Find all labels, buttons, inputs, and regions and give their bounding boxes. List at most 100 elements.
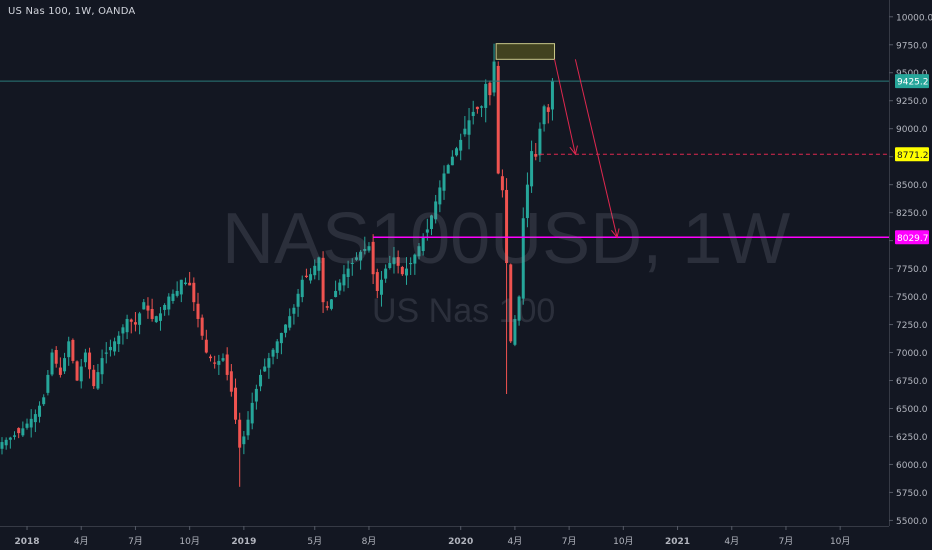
candle-body: [488, 82, 492, 96]
candle-body: [163, 304, 167, 310]
candle-body: [509, 264, 513, 342]
candle-body: [188, 282, 192, 286]
candle-body: [175, 290, 179, 296]
x-tick-label: 4月: [724, 536, 739, 547]
candle-body: [329, 299, 333, 309]
candle-body: [317, 257, 321, 271]
candle-body: [17, 428, 21, 434]
candle-body: [313, 265, 317, 276]
candle-body: [421, 237, 425, 252]
y-tick-label: 6000.0: [896, 461, 928, 471]
candle-body: [325, 306, 329, 308]
candle-body: [367, 246, 371, 251]
time-axis-background: [0, 526, 932, 550]
candle-body: [150, 308, 154, 319]
candle-body: [550, 81, 554, 110]
candle-body: [438, 187, 442, 205]
candle-body: [396, 257, 400, 266]
candle-body: [354, 257, 358, 260]
price-label-box: [895, 147, 929, 162]
x-tick-label: 7月: [779, 536, 794, 547]
candle-body: [346, 268, 350, 278]
x-tick-label: 2019: [231, 537, 256, 547]
arrow-shaft: [574, 59, 618, 238]
candle-body: [75, 361, 79, 381]
x-tick-label: 2020: [448, 537, 473, 547]
candle-body: [209, 356, 212, 359]
candle-body: [225, 354, 229, 375]
candle-body: [284, 324, 288, 333]
x-tick-label: 7月: [128, 536, 143, 547]
candle-body: [33, 414, 37, 423]
candle-body: [500, 176, 504, 191]
candle-body: [288, 316, 292, 328]
candle-body: [83, 352, 87, 363]
candle-body: [459, 139, 463, 151]
arrow-head: [611, 228, 620, 239]
candle-body: [4, 439, 8, 446]
candle-body: [121, 327, 125, 334]
candle-body: [196, 303, 200, 319]
candle-body: [167, 296, 171, 310]
candle-body: [267, 358, 271, 368]
y-tick-label: 9000.0: [896, 125, 928, 135]
candle-body: [108, 346, 112, 351]
candle-body: [129, 319, 133, 322]
candle-body: [321, 257, 325, 303]
candle-body: [42, 397, 46, 405]
candle-body: [404, 268, 408, 276]
candle-body: [279, 332, 283, 344]
y-tick-label: 7250.0: [896, 321, 928, 331]
x-tick-label: 5月: [307, 536, 322, 547]
candle-body: [71, 339, 75, 361]
candle-body: [263, 366, 267, 372]
y-tick-label: 7500.0: [896, 293, 928, 303]
candle-body: [204, 339, 208, 353]
candle-body: [38, 405, 42, 417]
candle-body: [117, 335, 121, 345]
candle-body: [133, 322, 137, 325]
candle-body: [200, 317, 204, 336]
candle-body: [521, 218, 525, 299]
candle-body: [513, 318, 517, 345]
y-tick-label: 5750.0: [896, 489, 928, 499]
y-tick-label: 8250.0: [896, 209, 928, 219]
candle-body: [505, 189, 509, 263]
candle-body: [300, 279, 304, 298]
x-tick-label: 8月: [362, 536, 377, 547]
y-tick-label: 8500.0: [896, 181, 928, 191]
y-tick-label: 6750.0: [896, 377, 928, 387]
candle-body: [334, 290, 338, 298]
candle-body: [146, 305, 150, 311]
price-label-box: [895, 74, 929, 89]
candle-body: [242, 436, 246, 445]
candle-body: [50, 352, 54, 375]
candle-body: [92, 369, 96, 387]
candle-body: [446, 165, 450, 174]
price-label: 8771.2: [897, 151, 929, 161]
y-tick-label: 9250.0: [896, 97, 928, 107]
candle-body: [359, 251, 363, 261]
x-tick-label: 4月: [508, 536, 523, 547]
candle-body: [79, 366, 83, 382]
price-label-box: [895, 230, 929, 245]
symbol-title: US Nas 100, 1W, OANDA: [8, 6, 136, 17]
candle-body: [250, 402, 254, 424]
candle-body: [8, 437, 12, 440]
candle-body: [271, 349, 275, 357]
y-tick-label: 9750.0: [896, 41, 928, 51]
x-tick-label: 10月: [613, 536, 633, 547]
candle-body: [413, 254, 417, 264]
candle-body: [342, 274, 346, 286]
candle-body: [229, 371, 233, 392]
candle-body: [304, 275, 308, 277]
candle-body: [234, 387, 238, 420]
candle-body: [534, 154, 538, 157]
candle-body: [179, 279, 183, 295]
candle-body: [434, 201, 438, 220]
candle-body: [484, 83, 488, 108]
y-tick-label: 10000.0: [896, 13, 932, 23]
candle-body: [496, 65, 500, 174]
